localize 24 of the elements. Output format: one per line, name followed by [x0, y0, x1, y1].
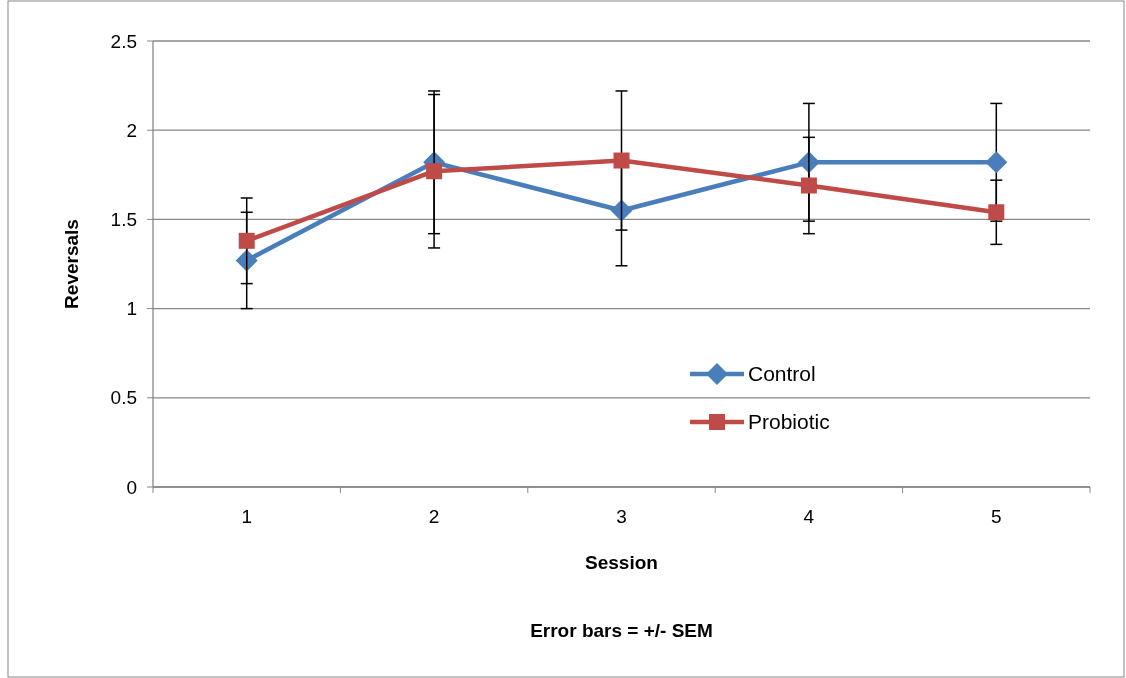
y-tick-label: 0 — [126, 476, 137, 498]
point — [985, 151, 1008, 174]
x-tick-label: 3 — [616, 506, 627, 527]
point — [988, 204, 1005, 221]
y-tick-label: 0.5 — [110, 387, 137, 409]
x-tick-label: 1 — [241, 506, 252, 527]
point — [235, 249, 258, 272]
y-axis-title: Reversals — [61, 219, 82, 309]
point — [426, 163, 443, 180]
y-tick-label: 2.5 — [110, 30, 137, 52]
legend-label: Control — [748, 362, 816, 386]
text: Error bars = +/- SEM — [530, 620, 713, 641]
y-tick-label: 1.5 — [110, 209, 137, 231]
point — [610, 199, 633, 222]
x-tick-label: 5 — [991, 506, 1002, 527]
x-tick-label: 2 — [428, 506, 440, 527]
legend-label: Probiotic — [748, 410, 830, 434]
point — [238, 232, 255, 249]
point — [800, 177, 817, 194]
x-tick-label: 4 — [803, 506, 815, 527]
y-tick-label: 2 — [126, 119, 137, 141]
x-axis-title: Session — [585, 552, 658, 573]
y-tick-label: 1 — [126, 298, 137, 320]
point — [613, 152, 630, 169]
